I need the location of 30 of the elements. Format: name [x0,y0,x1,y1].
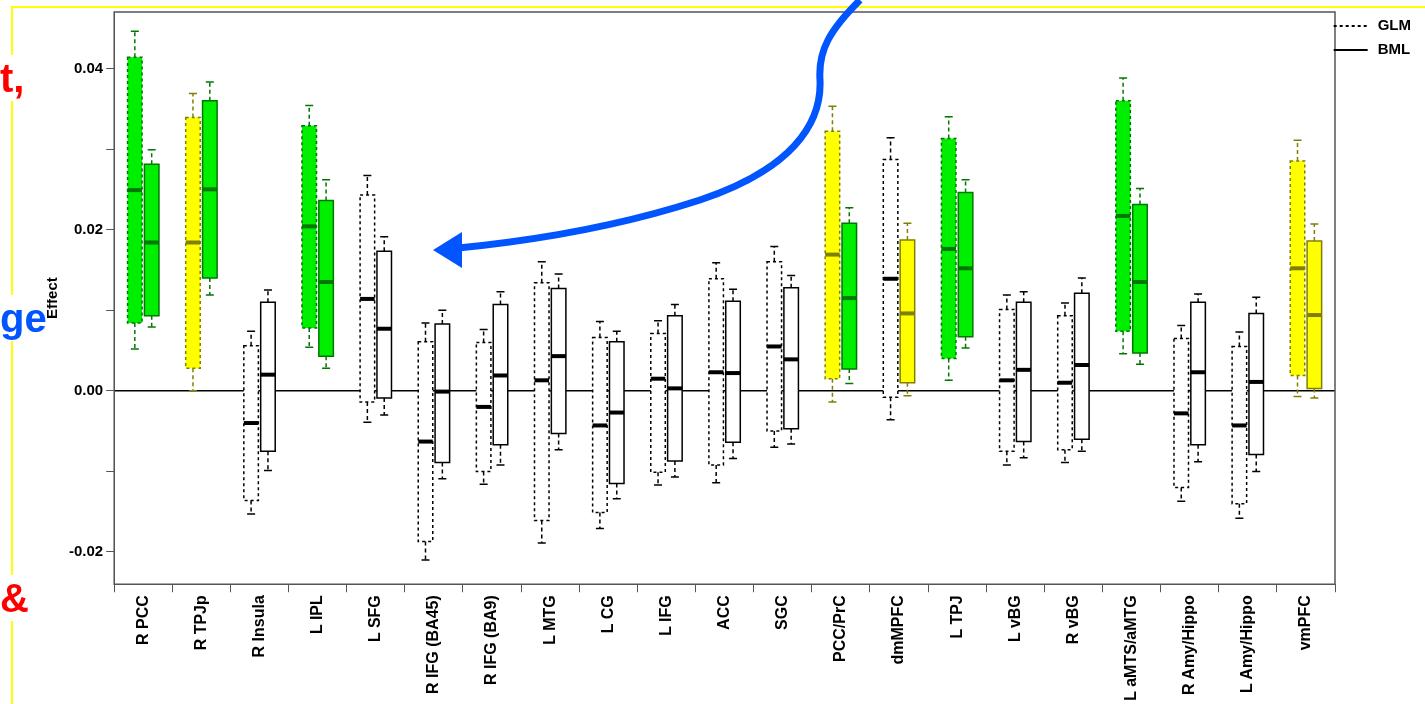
x-tick-label: R vBG [1063,595,1081,645]
x-tick-label: R Amy/Hippo [1180,595,1198,696]
x-tick-label: L IFG [656,595,674,636]
x-tick-label: L IPL [308,595,326,635]
text: ge [0,295,47,341]
x-tick-label: R IFG (BA9) [482,595,500,685]
y-tick-label: -0.02 [68,542,104,560]
x-tick-label: PCC/PrC [831,594,849,662]
x-tick-label: L TPJ [947,595,965,639]
x-tick-label: L vBG [1005,595,1023,643]
x-tick-label: dmMPFC [889,594,907,665]
x-tick-label: L aMTS/aMTG [1121,595,1139,701]
y-tick-label: 0.04 [73,58,104,76]
text: GLM [1377,16,1411,34]
x-tick-label: L Amy/Hippo [1238,594,1256,693]
x-tick-label: L MTG [540,595,558,645]
x-tick-label: R IFG (BA45) [424,595,442,694]
text: BML [1377,40,1411,58]
x-tick-label: R PCC [133,594,151,645]
y-tick-label: 0.02 [73,219,104,237]
x-tick-label: L SFG [366,595,384,643]
x-tick-label: SGC [773,594,791,630]
y-tick-label: 0.00 [73,380,104,398]
x-tick-label: R Insula [249,595,267,658]
x-tick-label: vmPFC [1296,594,1314,651]
x-tick-label: ACC [715,594,732,630]
text: t, [0,55,25,101]
x-tick-label: R TPJp [191,595,209,651]
text: & [0,575,29,621]
x-tick-label: L CG [598,595,616,634]
